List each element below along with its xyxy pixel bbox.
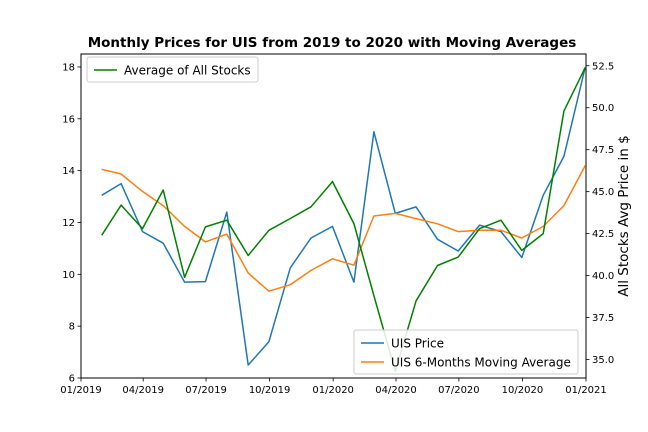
left-y-tick-label: 16 <box>62 114 75 125</box>
legend-box <box>353 329 579 375</box>
x-tick-label: 01/2019 <box>60 385 102 396</box>
x-tick-label: 01/2021 <box>565 385 607 396</box>
x-tick-label: 10/2020 <box>502 385 544 396</box>
right-y-tick-label: 37.5 <box>592 313 614 324</box>
left-y-tick-label: 14 <box>62 166 75 177</box>
right-y-tick-label: 45.0 <box>592 187 614 198</box>
left-y-tick-label: 18 <box>62 62 75 73</box>
legend-entry: Average of All Stocks <box>124 64 251 78</box>
right-y-tick-label: 35.0 <box>592 355 614 366</box>
x-tick-label: 04/2019 <box>122 385 164 396</box>
legend-box <box>86 56 259 83</box>
plot-area-frame <box>80 53 587 379</box>
x-tick-label: 07/2019 <box>185 385 227 396</box>
series-line-2 <box>101 67 586 373</box>
right-y-tick-label: 47.5 <box>592 145 614 156</box>
x-tick-label: 01/2020 <box>312 385 354 396</box>
right-y-tick-label: 40.0 <box>592 271 614 282</box>
right-y-tick-label: 52.5 <box>592 61 614 72</box>
x-tick-label: 04/2020 <box>375 385 417 396</box>
right-y-tick-label: 42.5 <box>592 229 614 240</box>
right-y-tick-label: 50.0 <box>592 103 614 114</box>
legend-lower-right: UIS Price UIS 6-Months Moving Average <box>353 329 579 375</box>
left-y-axis: 6 8 10 12 14 16 18 <box>62 62 81 385</box>
x-tick-label: 07/2020 <box>438 385 480 396</box>
series-line-1 <box>101 165 586 292</box>
legend-upper-left: Average of All Stocks <box>86 56 259 83</box>
x-tick-label: 10/2019 <box>249 385 291 396</box>
left-y-tick-label: 8 <box>69 322 75 333</box>
legend-entry: UIS Price <box>391 337 444 351</box>
series-line-0 <box>101 66 587 366</box>
left-y-tick-label: 12 <box>62 218 75 229</box>
x-axis: 01/2019 04/2019 07/2019 10/2019 01/2020 04/20… <box>60 378 607 396</box>
series-lines <box>101 66 587 373</box>
right-axis-title: All Stocks Avg Price in $ <box>616 135 632 296</box>
right-y-axis: 35.0 37.5 40.0 42.5 45.0 47.5 50.0 52.5 <box>586 61 614 366</box>
left-y-tick-label: 6 <box>69 374 75 385</box>
legend-entry: UIS 6-Months Moving Average <box>391 356 571 370</box>
chart-title: Monthly Prices for UIS from 2019 to 2020… <box>88 35 577 51</box>
left-y-tick-label: 10 <box>62 270 75 281</box>
